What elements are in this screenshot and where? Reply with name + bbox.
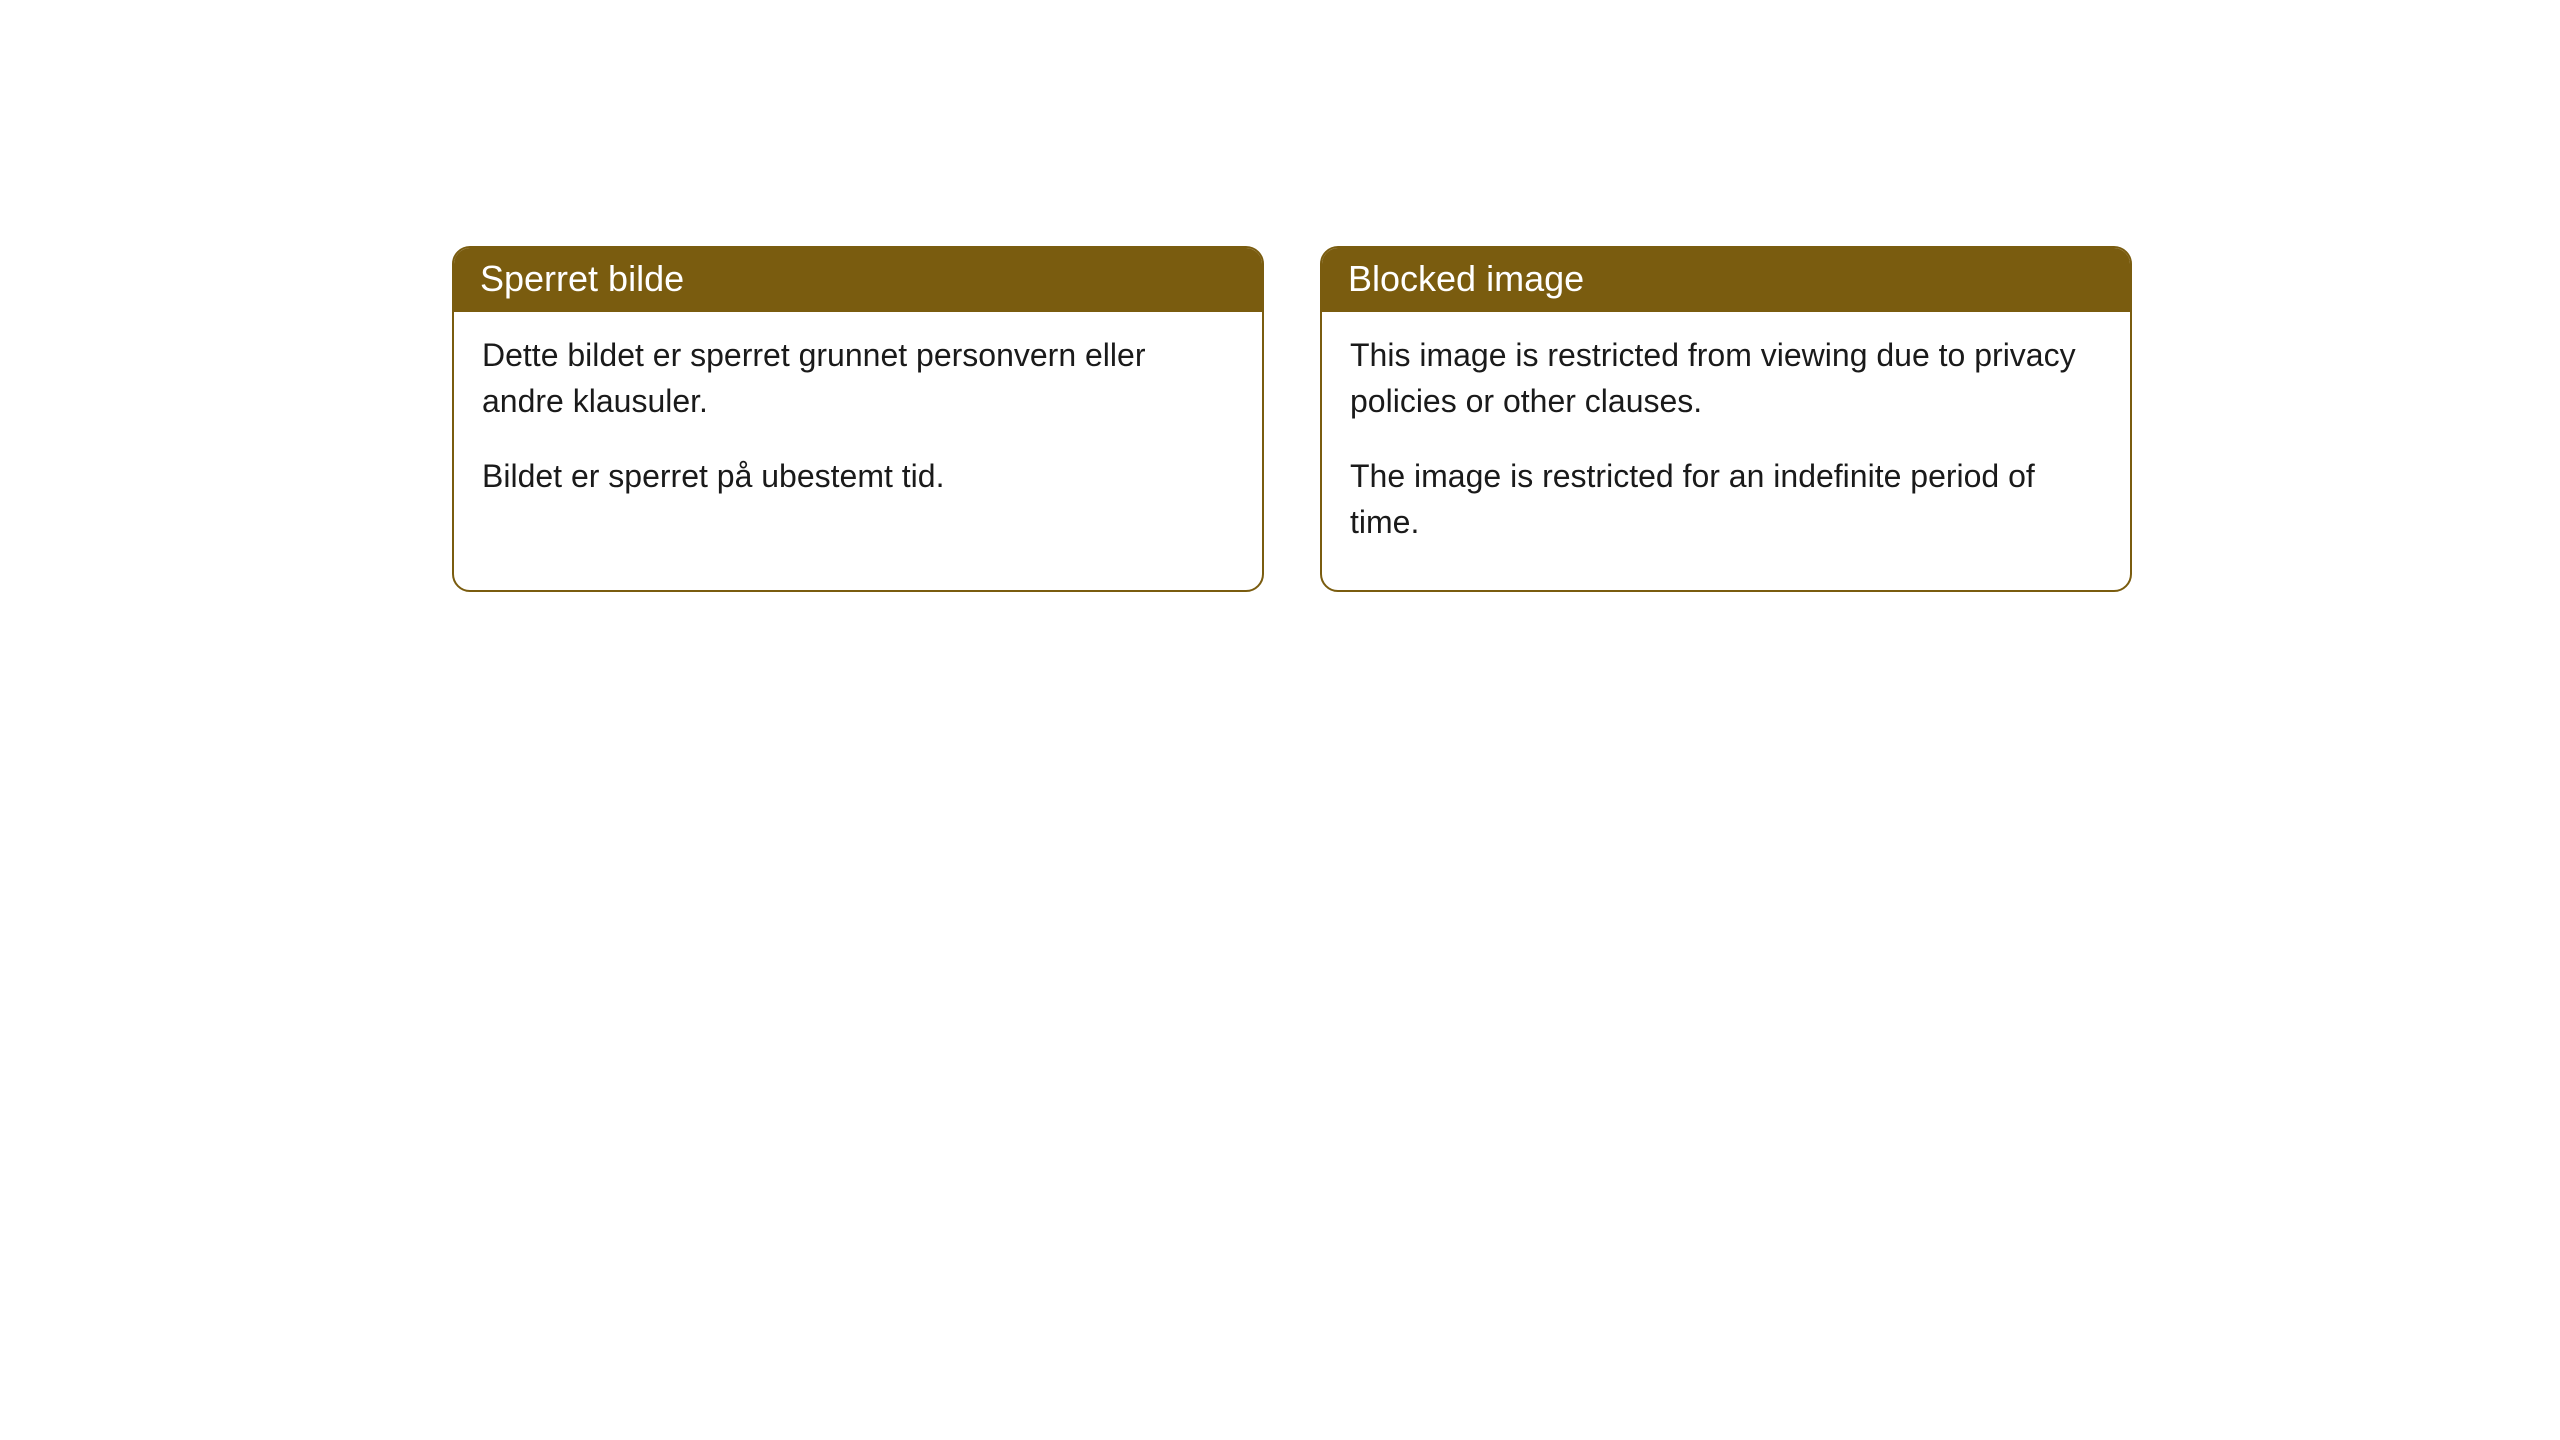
card-body-english: This image is restricted from viewing du… [1322,312,2130,590]
card-body-norwegian: Dette bildet er sperret grunnet personve… [454,312,1262,543]
card-header-norwegian: Sperret bilde [454,248,1262,312]
card-paragraph: Bildet er sperret på ubestemt tid. [482,453,1234,499]
blocked-image-card-english: Blocked image This image is restricted f… [1320,246,2132,592]
notice-container: Sperret bilde Dette bildet er sperret gr… [0,0,2560,592]
card-paragraph: The image is restricted for an indefinit… [1350,453,2102,546]
blocked-image-card-norwegian: Sperret bilde Dette bildet er sperret gr… [452,246,1264,592]
card-paragraph: Dette bildet er sperret grunnet personve… [482,332,1234,425]
card-paragraph: This image is restricted from viewing du… [1350,332,2102,425]
card-header-english: Blocked image [1322,248,2130,312]
